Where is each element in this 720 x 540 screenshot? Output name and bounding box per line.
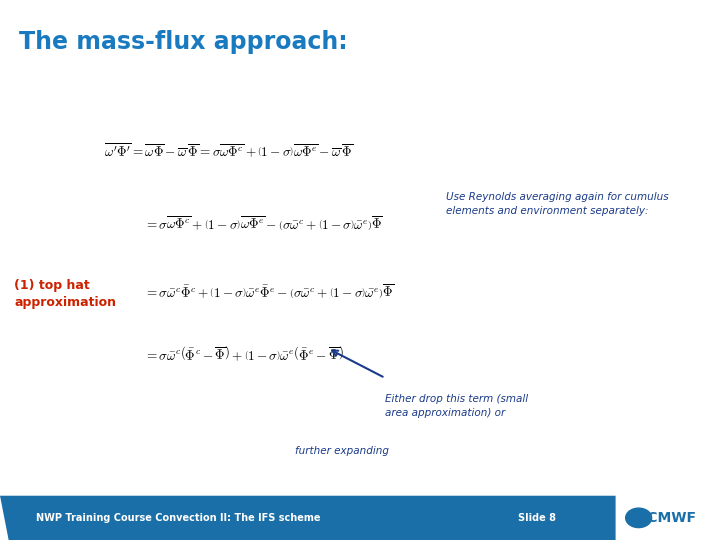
Text: $= \sigma\bar{\omega}^{c}\left(\bar{\Phi}^{c} - \overline{\Phi}\right) + \left(1: $= \sigma\bar{\omega}^{c}\left(\bar{\Phi… xyxy=(144,345,343,363)
Text: $\overline{\omega'\Phi'} = \overline{\omega\Phi} - \overline{\omega}\,\overline{: $\overline{\omega'\Phi'} = \overline{\om… xyxy=(104,142,354,160)
Text: NWP Training Course Convection II: The IFS scheme: NWP Training Course Convection II: The I… xyxy=(36,513,320,523)
Text: Use Reynolds averaging again for cumulus
elements and environment separately:: Use Reynolds averaging again for cumulus… xyxy=(446,192,669,215)
Text: $= \sigma\overline{\omega\Phi^{c}} + \left(1-\sigma\right)\overline{\omega\Phi^{: $= \sigma\overline{\omega\Phi^{c}} + \le… xyxy=(144,215,383,233)
Text: Either drop this term (small
area approximation) or: Either drop this term (small area approx… xyxy=(385,394,528,418)
Text: $= \sigma\bar{\omega}^{c}\bar{\Phi}^{c} + \left(1-\sigma\right)\bar{\omega}^{e}\: $= \sigma\bar{\omega}^{c}\bar{\Phi}^{c} … xyxy=(144,282,394,301)
Polygon shape xyxy=(0,496,616,540)
Text: further expanding: further expanding xyxy=(295,446,390,456)
Text: The mass-flux approach:: The mass-flux approach: xyxy=(19,30,348,53)
Circle shape xyxy=(626,508,652,528)
Text: Slide 8: Slide 8 xyxy=(518,513,557,523)
Text: ECMWF: ECMWF xyxy=(629,511,696,525)
Text: (1) top hat
approximation: (1) top hat approximation xyxy=(14,279,117,309)
